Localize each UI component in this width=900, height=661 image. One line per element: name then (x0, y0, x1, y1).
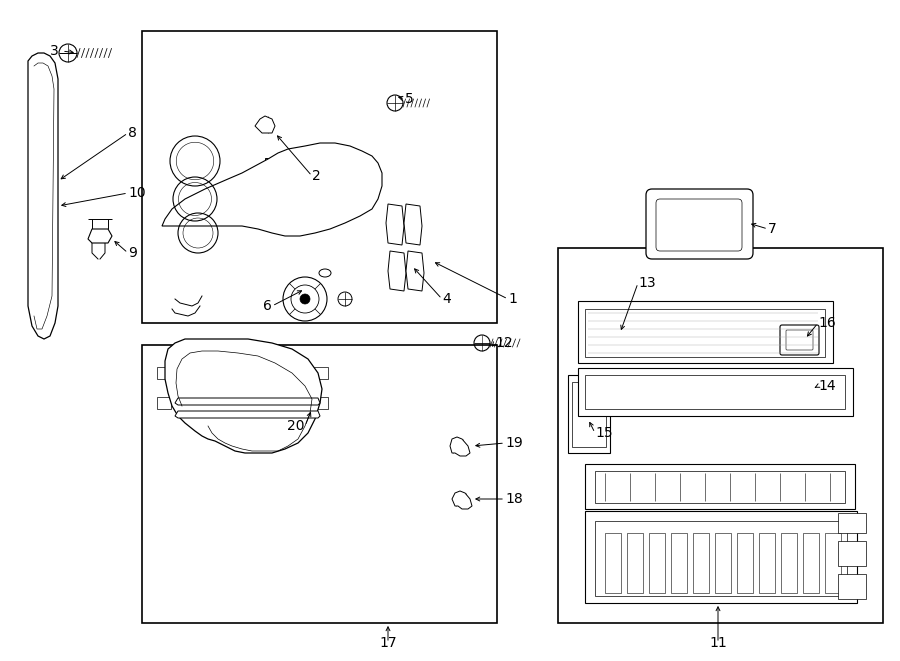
Polygon shape (162, 143, 382, 236)
Text: 7: 7 (768, 222, 777, 236)
Bar (803, 533, 819, 593)
Bar (585, 464, 855, 509)
Bar (759, 533, 775, 593)
Bar (265, 158, 340, 213)
Text: 19: 19 (505, 436, 523, 450)
Bar (595, 521, 847, 596)
Text: 12: 12 (495, 336, 513, 350)
Text: 10: 10 (128, 186, 146, 200)
Bar (572, 382, 606, 447)
Text: 1: 1 (508, 292, 517, 306)
Polygon shape (452, 491, 472, 509)
Bar (558, 248, 883, 623)
Text: 15: 15 (595, 426, 613, 440)
Text: 18: 18 (505, 492, 523, 506)
Text: 5: 5 (405, 92, 414, 106)
Bar (838, 574, 866, 599)
Circle shape (300, 294, 310, 304)
FancyBboxPatch shape (646, 189, 753, 259)
FancyBboxPatch shape (780, 325, 819, 355)
Bar (578, 368, 853, 416)
Text: 3: 3 (50, 44, 58, 58)
Bar (585, 511, 857, 603)
Bar (838, 513, 866, 533)
Text: 4: 4 (442, 292, 451, 306)
Bar (585, 309, 825, 357)
Text: 16: 16 (818, 316, 836, 330)
Bar (142, 31, 497, 323)
Bar (605, 533, 621, 593)
Bar (838, 541, 866, 566)
Polygon shape (175, 398, 320, 405)
Bar (314, 397, 328, 409)
Bar (595, 471, 845, 503)
Bar (157, 397, 171, 409)
Polygon shape (175, 411, 320, 418)
Bar (649, 533, 665, 593)
Text: 13: 13 (638, 276, 655, 290)
Bar (568, 375, 610, 453)
Bar (715, 533, 731, 593)
Polygon shape (88, 229, 112, 243)
Bar (157, 367, 171, 379)
Text: 2: 2 (312, 169, 320, 183)
Text: 11: 11 (709, 636, 727, 650)
Polygon shape (165, 339, 322, 453)
Bar (578, 301, 833, 363)
Text: 6: 6 (263, 299, 272, 313)
Text: 14: 14 (818, 379, 835, 393)
Bar (781, 533, 797, 593)
Polygon shape (255, 116, 275, 133)
FancyBboxPatch shape (786, 330, 813, 350)
Polygon shape (386, 204, 404, 245)
Text: 17: 17 (379, 636, 397, 650)
FancyBboxPatch shape (656, 199, 742, 251)
Bar (825, 533, 841, 593)
Bar (142, 345, 497, 623)
Polygon shape (406, 251, 424, 291)
Bar (737, 533, 753, 593)
Polygon shape (28, 53, 58, 339)
Text: 8: 8 (128, 126, 137, 140)
Bar (627, 533, 643, 593)
Polygon shape (388, 251, 406, 291)
Text: 9: 9 (128, 246, 137, 260)
Polygon shape (450, 437, 470, 456)
Bar (671, 533, 687, 593)
Text: 20: 20 (287, 419, 305, 433)
Bar (585, 375, 845, 409)
Bar (314, 367, 328, 379)
Polygon shape (404, 204, 422, 245)
Bar (693, 533, 709, 593)
